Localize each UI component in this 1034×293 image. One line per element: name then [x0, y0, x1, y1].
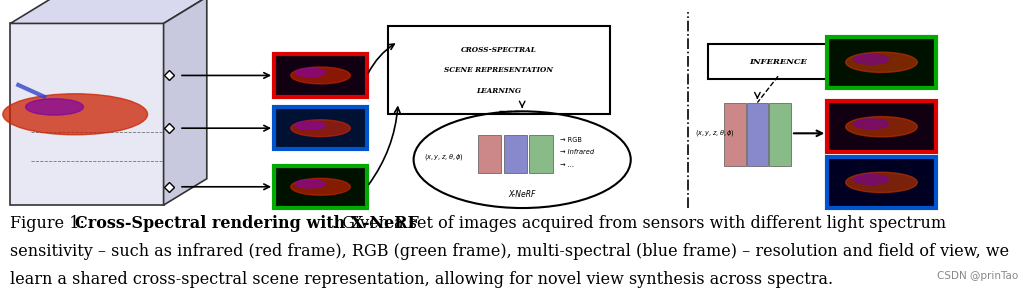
Circle shape [296, 121, 325, 130]
FancyBboxPatch shape [747, 103, 768, 166]
Circle shape [296, 68, 325, 77]
Circle shape [291, 120, 351, 137]
FancyBboxPatch shape [827, 157, 936, 208]
Text: → ...: → ... [560, 162, 574, 168]
FancyBboxPatch shape [274, 107, 367, 149]
FancyBboxPatch shape [708, 44, 848, 79]
FancyBboxPatch shape [388, 26, 610, 114]
Text: SCENE REPRESENTATION: SCENE REPRESENTATION [445, 66, 553, 74]
Text: Cross-Spectral rendering with X-NeRF: Cross-Spectral rendering with X-NeRF [75, 215, 420, 232]
Text: learn a shared cross-spectral scene representation, allowing for novel view synt: learn a shared cross-spectral scene repr… [10, 271, 833, 288]
FancyBboxPatch shape [769, 103, 791, 166]
Polygon shape [163, 0, 207, 205]
Text: LEARNING: LEARNING [477, 87, 521, 95]
Text: . Given a set of images acquired from sensors with different light spectrum: . Given a set of images acquired from se… [332, 215, 946, 232]
FancyBboxPatch shape [827, 101, 936, 152]
FancyBboxPatch shape [504, 135, 527, 173]
Text: Figure 1:: Figure 1: [10, 215, 90, 232]
Text: → RGB: → RGB [560, 137, 582, 143]
FancyBboxPatch shape [274, 54, 367, 97]
Text: CSDN @prinTao: CSDN @prinTao [937, 271, 1018, 281]
FancyBboxPatch shape [827, 37, 936, 88]
FancyBboxPatch shape [724, 103, 746, 166]
Circle shape [846, 52, 917, 72]
Text: $(x,y,z,\theta,\phi)$: $(x,y,z,\theta,\phi)$ [424, 152, 464, 162]
Text: → Infrared: → Infrared [560, 149, 595, 155]
Circle shape [3, 94, 148, 135]
Circle shape [854, 54, 888, 64]
FancyBboxPatch shape [274, 166, 367, 208]
Circle shape [26, 99, 84, 115]
Circle shape [854, 175, 888, 184]
FancyBboxPatch shape [478, 135, 501, 173]
Circle shape [291, 178, 351, 195]
Circle shape [846, 172, 917, 193]
Text: sensitivity – such as infrared (red frame), RGB (green frame), multi-spectral (b: sensitivity – such as infrared (red fram… [10, 243, 1009, 260]
Text: CROSS-SPECTRAL: CROSS-SPECTRAL [461, 46, 537, 54]
Polygon shape [10, 0, 207, 23]
Circle shape [296, 180, 325, 188]
Circle shape [846, 117, 917, 137]
Circle shape [291, 67, 351, 84]
Text: INFERENCE: INFERENCE [750, 57, 807, 66]
Polygon shape [10, 23, 163, 205]
FancyBboxPatch shape [529, 135, 553, 173]
Text: $(x,y,z,\theta,\phi)$: $(x,y,z,\theta,\phi)$ [695, 128, 735, 138]
Text: X-NeRF: X-NeRF [509, 190, 536, 199]
Circle shape [854, 119, 888, 129]
